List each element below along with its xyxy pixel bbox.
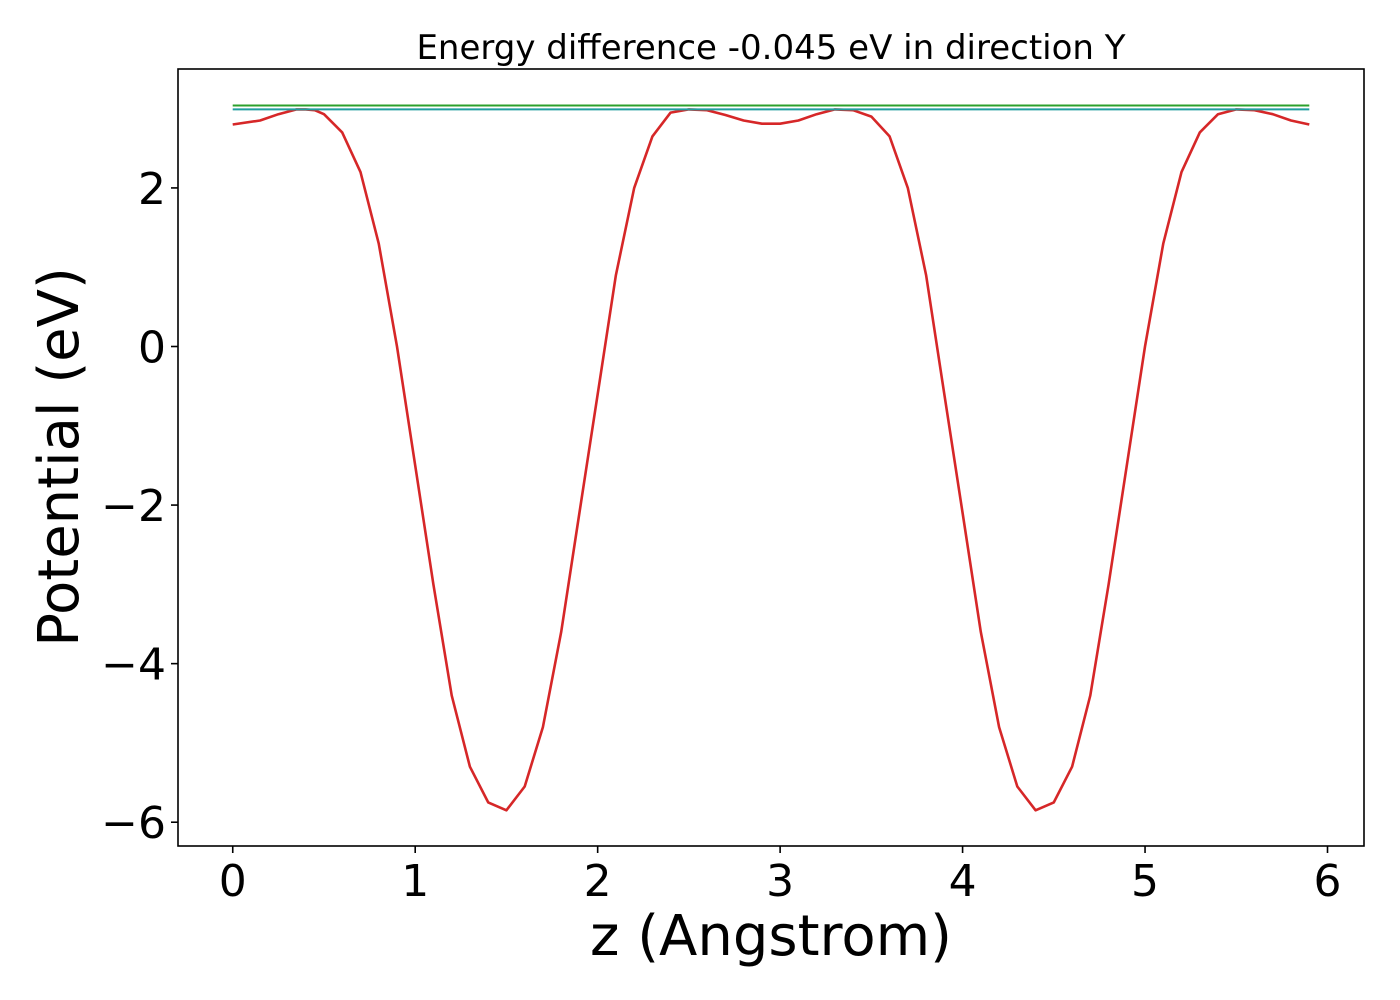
y-axis-label: Potential (eV) — [27, 267, 92, 647]
y-tick-label: −2 — [101, 481, 166, 532]
y-tick-label: −4 — [101, 640, 166, 691]
x-tick-label: 4 — [949, 856, 977, 907]
x-tick-label: 1 — [401, 856, 429, 907]
x-axis-label: z (Angstrom) — [590, 904, 952, 969]
x-tick-label: 2 — [584, 856, 612, 907]
y-tick-label: 2 — [138, 164, 166, 215]
x-tick-label: 6 — [1314, 856, 1342, 907]
plot-frame — [177, 68, 1365, 847]
y-tick-label: −6 — [101, 798, 166, 849]
x-axis: 0 1 2 3 4 5 6 — [219, 846, 1342, 907]
series-layer — [232, 104, 1310, 812]
y-tick-label: 0 — [138, 323, 166, 374]
series-line-1 — [232, 108, 1310, 812]
x-tick-label: 3 — [766, 856, 794, 907]
x-tick-label: 0 — [219, 856, 247, 907]
x-tick-label: 5 — [1131, 856, 1159, 907]
chart-title: Energy difference -0.045 eV in direction… — [416, 28, 1125, 68]
y-axis: −6 −4 −2 0 2 — [101, 164, 178, 849]
